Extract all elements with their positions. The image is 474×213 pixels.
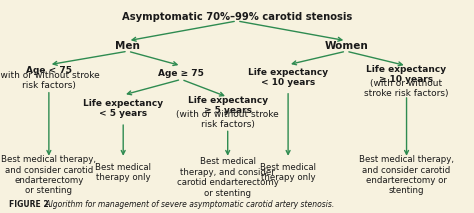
Text: (with or without
stroke risk factors): (with or without stroke risk factors) — [365, 79, 449, 98]
Text: Life expectancy
< 5 years: Life expectancy < 5 years — [83, 99, 163, 118]
Text: Life expectancy
< 10 years: Life expectancy < 10 years — [248, 68, 328, 87]
Text: (with or without stroke
risk factors): (with or without stroke risk factors) — [176, 110, 279, 130]
Text: (with or without stroke
risk factors): (with or without stroke risk factors) — [0, 71, 100, 91]
Text: FIGURE 2.: FIGURE 2. — [9, 200, 52, 209]
Text: Best medical therapy,
and consider carotid
endarterectomy
or stenting: Best medical therapy, and consider carot… — [1, 155, 96, 196]
Text: Best medical
therapy only: Best medical therapy only — [95, 163, 151, 182]
Text: Age < 75: Age < 75 — [26, 66, 72, 75]
Text: Life expectancy
≥ 5 years: Life expectancy ≥ 5 years — [188, 96, 268, 115]
Text: Age ≥ 75: Age ≥ 75 — [158, 69, 204, 78]
Text: Best medical therapy,
and consider carotid
endarterectomy or
stenting: Best medical therapy, and consider carot… — [359, 155, 454, 196]
Text: Men: Men — [115, 41, 140, 51]
Text: Best medical
therapy only: Best medical therapy only — [260, 163, 316, 182]
Text: Women: Women — [324, 41, 368, 51]
Text: Life expectancy
≥ 10 years: Life expectancy ≥ 10 years — [366, 65, 447, 84]
Text: Algorithm for management of severe asymptomatic carotid artery stenosis.: Algorithm for management of severe asymp… — [43, 200, 334, 209]
Text: Asymptomatic 70%–99% carotid stenosis: Asymptomatic 70%–99% carotid stenosis — [122, 12, 352, 22]
Text: Best medical
therapy, and consider
carotid endarterectomy
or stenting: Best medical therapy, and consider carot… — [177, 157, 279, 198]
